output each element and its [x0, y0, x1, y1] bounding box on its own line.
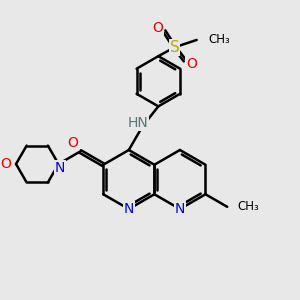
Text: O: O — [68, 136, 78, 150]
Text: CH₃: CH₃ — [208, 33, 230, 46]
Text: O: O — [186, 57, 197, 71]
Text: HN: HN — [127, 116, 148, 130]
Text: N: N — [175, 202, 185, 216]
Text: O: O — [1, 157, 12, 171]
Text: S: S — [170, 40, 179, 55]
Text: CH₃: CH₃ — [238, 200, 259, 213]
Text: N: N — [55, 160, 65, 175]
Text: O: O — [152, 20, 163, 34]
Text: N: N — [124, 202, 134, 216]
